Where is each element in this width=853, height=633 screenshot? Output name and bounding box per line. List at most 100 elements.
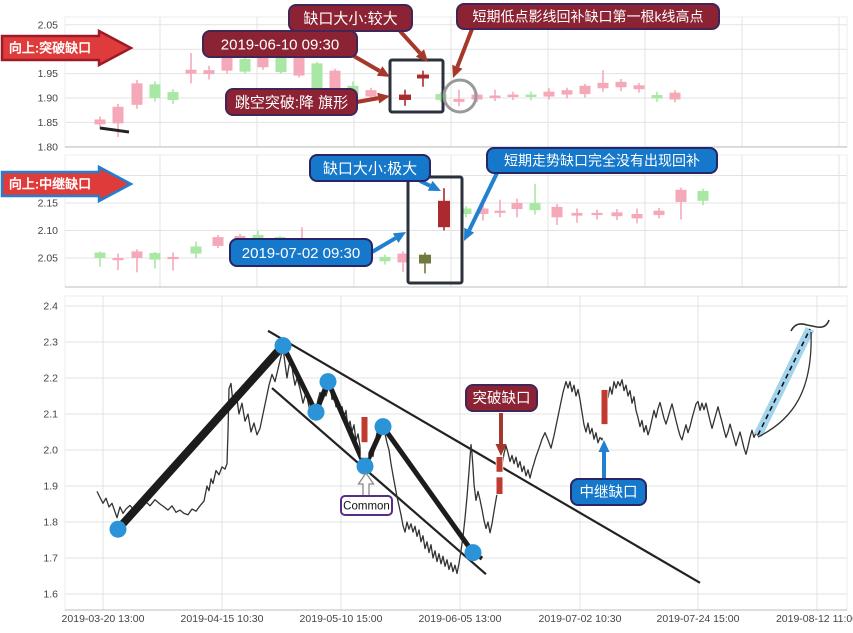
annotation-arrow — [356, 96, 379, 104]
y-tick-label: 1.8 — [43, 517, 58, 529]
candle-body — [494, 210, 506, 213]
annotation-arrow — [455, 28, 474, 68]
low-dash-marker — [99, 126, 130, 134]
projection-dashed-line — [757, 328, 811, 436]
pivot-dot — [307, 403, 325, 421]
candle-body — [511, 203, 523, 210]
candle-body — [190, 246, 202, 254]
annotation-arrow — [398, 29, 422, 55]
candle-body — [167, 256, 179, 260]
candle-body — [149, 84, 161, 98]
candle-body — [94, 252, 106, 258]
candle-body — [611, 212, 623, 217]
direction-arrow-text: 向上:突破缺口 — [9, 41, 91, 56]
candle-body — [669, 92, 681, 100]
candle-body — [257, 56, 269, 68]
annotation-box — [465, 384, 538, 412]
x-tick-label: 2019-06-05 13:00 — [419, 613, 502, 625]
annotation-label: 短期走势缺口完全没有出现回补 — [504, 153, 700, 169]
annotation-label: 中继缺口 — [580, 484, 638, 501]
y-tick-label: 1.7 — [43, 553, 58, 565]
candle-body — [185, 69, 197, 74]
candle-body — [131, 83, 143, 105]
annotation-box — [456, 3, 720, 30]
candle-body — [112, 258, 124, 261]
x-tick-label: 2019-04-15 10:30 — [181, 613, 264, 625]
candle-body — [397, 253, 409, 263]
candle-body — [633, 85, 645, 90]
candle-body — [651, 95, 663, 99]
candle-body — [591, 212, 603, 216]
price-line — [96, 346, 759, 575]
candle-body — [529, 203, 541, 211]
annotation-box — [486, 147, 718, 174]
projection-cap-marker — [790, 319, 830, 332]
candle-body — [597, 82, 609, 89]
candle-body — [311, 63, 323, 110]
zigzag-segment — [280, 344, 319, 414]
annotation-arrowhead — [598, 440, 610, 452]
annotation-arrowhead — [427, 180, 441, 191]
x-tick-label: 2019-03-20 13:00 — [62, 613, 145, 625]
candle-body — [435, 94, 447, 100]
common-box — [340, 495, 393, 516]
candle-body — [167, 92, 179, 100]
candle-body — [653, 210, 665, 216]
annotation-label: 跳空突破:降 旗形 — [235, 94, 348, 111]
gap-highlight-rect — [406, 175, 464, 285]
y-tick-label: 2.4 — [43, 301, 58, 313]
pivot-dot — [464, 544, 482, 562]
x-tick-label: 2019-07-24 15:00 — [657, 613, 740, 625]
candle-body — [419, 254, 431, 264]
common-label: Common — [343, 501, 390, 513]
y-tick-label: 1.85 — [38, 117, 59, 129]
y-tick-label: 1.95 — [38, 68, 59, 80]
candle-body — [477, 208, 489, 214]
gap-highlight-rect — [388, 58, 445, 114]
candle-body — [675, 189, 687, 202]
zigzag-segment — [325, 380, 368, 468]
candle-body — [697, 190, 709, 201]
annotation-arrowhead — [464, 227, 475, 241]
annotation-box — [202, 30, 358, 58]
y-tick-label: 1.80 — [38, 141, 59, 153]
x-tick-label: 2019-07-02 10:30 — [539, 613, 622, 625]
candle-body — [507, 94, 519, 98]
y-tick-label: 2.3 — [43, 337, 58, 349]
annotation-label: 缺口大小:极大 — [323, 160, 417, 177]
direction-arrow-text: 向上:中继缺口 — [9, 177, 91, 192]
y-tick-label: 2.1 — [43, 409, 58, 421]
annotation-label: 2019-07-02 09:30 — [242, 245, 360, 262]
candle-body — [438, 200, 450, 228]
projection-arc — [757, 331, 812, 438]
candle-body — [329, 70, 341, 94]
annotation-arrowhead — [392, 232, 406, 243]
annotation-label: 缺口大小:较大 — [303, 9, 397, 27]
pivot-dot — [109, 520, 127, 538]
candle-body — [543, 91, 555, 97]
trend-line — [267, 329, 701, 584]
zigzag-segment — [380, 425, 476, 555]
gap-bar-red-segment — [601, 389, 608, 425]
candle-body — [525, 94, 537, 98]
y-tick-label: 1.9 — [43, 481, 58, 493]
y-tick-label: 2.0 — [43, 445, 58, 457]
candle-body — [203, 70, 215, 75]
annotation-box — [309, 154, 431, 182]
candle-body — [293, 57, 305, 76]
y-tick-label: 1.90 — [38, 93, 59, 105]
candle-body — [275, 54, 287, 73]
candle-body — [212, 237, 224, 246]
candle-body — [112, 106, 124, 124]
candle-body — [399, 94, 411, 100]
trend-line — [271, 387, 487, 576]
y-tick-label: 2.15 — [38, 198, 59, 210]
candle-body — [561, 90, 573, 95]
annotation-box — [225, 88, 358, 116]
y-tick-label: 2.10 — [38, 225, 59, 237]
gap-bar-red-segment — [361, 417, 368, 443]
annotation-arrowhead — [376, 66, 390, 77]
y-tick-label: 2.05 — [38, 19, 59, 31]
